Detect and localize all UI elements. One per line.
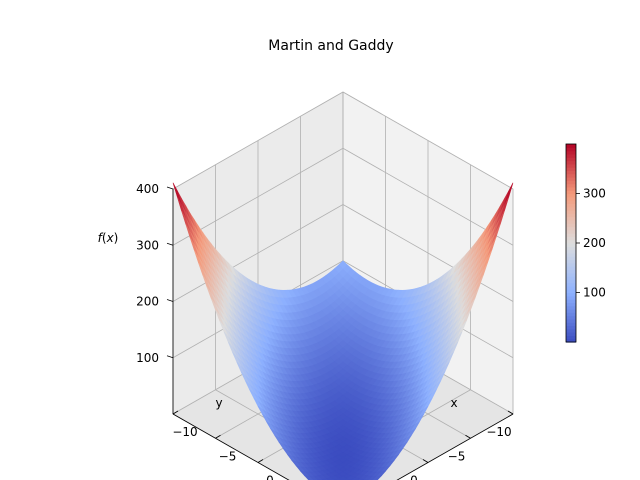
z-tick-label: 200 — [136, 295, 159, 309]
colorbar-tick-label: 200 — [583, 236, 606, 250]
z-tick-label: 400 — [136, 182, 159, 196]
x-axis-label: x — [450, 396, 457, 410]
colorbar-segment — [566, 144, 576, 148]
z-axis-label: f(x) — [98, 231, 119, 245]
z-tick — [167, 187, 173, 189]
z-tick — [167, 356, 173, 358]
chart-title: Martin and Gaddy — [268, 38, 393, 54]
colorbar-tick-label: 300 — [583, 187, 606, 201]
y-axis-label: y — [215, 396, 222, 410]
x-tick-label: 0 — [266, 474, 274, 480]
x-tick-label: −10 — [172, 425, 197, 439]
z-tick — [167, 243, 173, 245]
colorbar: 100 200 300 — [566, 144, 606, 343]
y-tick-label: −10 — [486, 425, 511, 439]
z-tick-label: 300 — [136, 238, 159, 252]
z-tick — [167, 300, 173, 302]
colorbar-tick-label: 100 — [583, 286, 606, 300]
y-tick-label: −5 — [448, 449, 466, 463]
y-tick-label: 0 — [410, 474, 418, 480]
x-tick-label: −5 — [219, 449, 237, 463]
z-tick-label: 100 — [136, 351, 159, 365]
